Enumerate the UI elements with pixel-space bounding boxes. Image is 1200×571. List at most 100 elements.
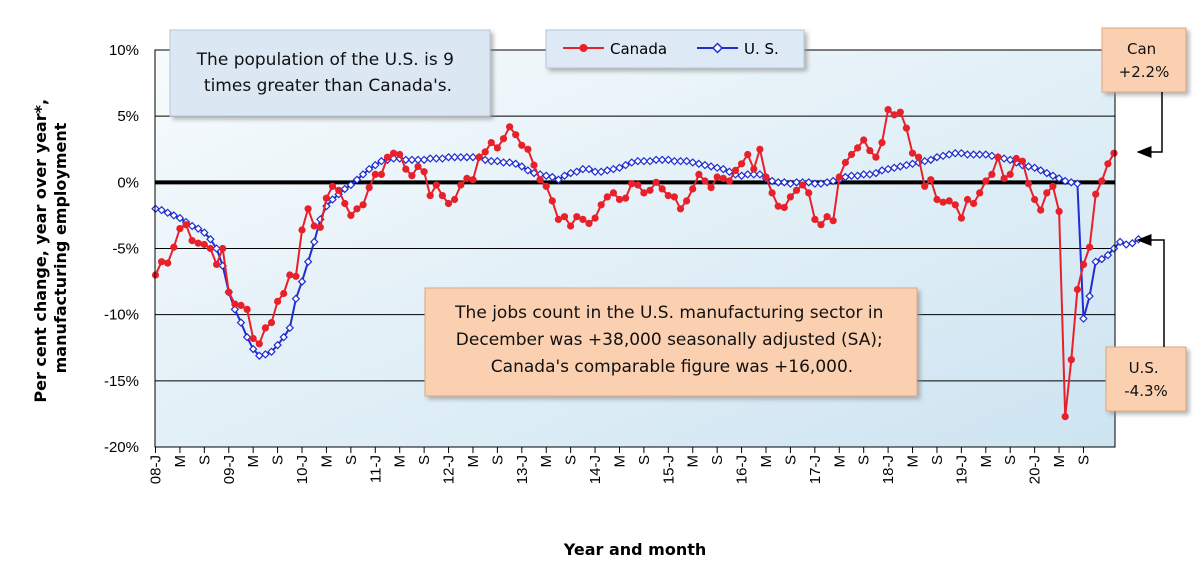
canada-point	[493, 144, 501, 152]
canada-point	[487, 139, 495, 147]
x-tick-label: 09-J	[221, 455, 238, 484]
jobs-note-line-2: December was +38,000 seasonally adjusted…	[456, 330, 883, 350]
x-tick-label: 08-J	[148, 455, 165, 484]
canada-point	[554, 215, 563, 223]
svg-text:Can +2.2%: Can +2.2%	[1119, 40, 1170, 81]
canada-point	[603, 193, 611, 201]
canada-point	[1024, 180, 1033, 188]
canada-point	[432, 181, 440, 189]
canada-point	[249, 334, 257, 343]
x-tick-label: M	[758, 455, 775, 468]
us-point	[670, 156, 679, 166]
us-point	[847, 171, 856, 180]
us-point	[468, 152, 478, 162]
canada-point	[829, 217, 837, 225]
canada-point	[762, 173, 770, 181]
canada-point	[402, 165, 410, 173]
us-point	[285, 323, 295, 333]
canada-point	[707, 184, 715, 192]
x-tick-label: S	[636, 455, 653, 465]
population-note-line-2: times greater than Canada's.	[204, 76, 452, 96]
canada-point	[469, 176, 477, 184]
us-point	[1042, 168, 1052, 178]
population-note: The population of the U.S. is 9 times gr…	[169, 29, 491, 117]
canada-point	[206, 244, 214, 253]
series-canada	[151, 106, 1118, 421]
canada-point	[512, 131, 520, 139]
us-point	[493, 156, 502, 166]
canada-point	[280, 289, 288, 298]
canada-point	[615, 195, 624, 204]
us-point	[511, 159, 520, 169]
canada-point	[890, 111, 898, 119]
canada-point	[548, 197, 556, 205]
us-point	[999, 154, 1009, 163]
us-point	[871, 168, 881, 178]
canada-point	[200, 240, 208, 249]
canada-point	[1037, 206, 1045, 214]
us-point	[358, 170, 368, 179]
canada-point	[579, 215, 587, 223]
canada-point	[1049, 182, 1057, 190]
canada-point	[927, 176, 935, 184]
us-point	[236, 318, 246, 327]
us-point	[1054, 174, 1064, 183]
canada-point	[542, 182, 550, 190]
us-point	[340, 184, 350, 194]
canada-point	[219, 244, 227, 253]
canada-point	[1018, 157, 1026, 165]
canada-point	[365, 184, 373, 192]
x-tick-label: S	[1075, 455, 1092, 465]
us-point	[1091, 257, 1100, 266]
y-tick-label: -15%	[104, 373, 139, 390]
us-point	[279, 332, 288, 342]
canada-point	[1031, 195, 1039, 204]
us-point	[719, 164, 728, 174]
canada-point	[335, 186, 343, 194]
canada-point	[988, 170, 996, 178]
canada-point	[481, 148, 489, 156]
us-point	[804, 178, 813, 187]
us-point	[291, 294, 301, 304]
canada-point	[408, 172, 416, 180]
canada-point	[896, 108, 904, 116]
us-point	[297, 277, 307, 286]
canada-point	[878, 139, 886, 147]
canada-point	[451, 195, 459, 204]
jobs-note-line-1: The jobs count in the U.S. manufacturing…	[454, 303, 883, 323]
y-axis-title: Per cent change, year over year*, manufa…	[31, 93, 70, 402]
us-arrow	[1136, 234, 1165, 347]
canada-point	[805, 189, 813, 197]
x-tick-label: M	[245, 455, 262, 468]
canada-point	[1079, 260, 1088, 268]
x-tick-label: M	[978, 455, 995, 468]
x-tick-label: S	[416, 455, 433, 465]
us-point	[755, 170, 765, 179]
us-point	[1115, 237, 1125, 247]
canada-point	[921, 182, 929, 190]
us-point	[572, 167, 582, 176]
canada-point	[774, 202, 782, 210]
canada-point	[518, 141, 526, 149]
x-tick-label: 15-J	[660, 455, 677, 484]
canada-point	[652, 178, 660, 186]
canada-point	[316, 223, 324, 231]
canada-point	[597, 201, 605, 209]
canada-point	[573, 213, 581, 221]
x-tick-label: S	[270, 455, 287, 465]
can-tag: Can +2.2%	[1101, 27, 1187, 93]
canada-point	[963, 195, 972, 204]
canada-point	[847, 150, 856, 159]
x-tick-label: M	[318, 455, 335, 468]
y-tick-label: -20%	[104, 439, 139, 456]
us-point	[163, 208, 172, 218]
canada-point	[799, 181, 807, 189]
canada-point	[1098, 177, 1106, 185]
legend-us-label: U. S.	[744, 40, 779, 58]
canada-point	[322, 194, 330, 202]
x-axis-title: Year and month	[563, 540, 707, 559]
x-tick-label: S	[563, 455, 580, 465]
canada-point	[475, 153, 483, 161]
x-tick-label: M	[172, 455, 189, 468]
canada-point	[231, 300, 239, 308]
